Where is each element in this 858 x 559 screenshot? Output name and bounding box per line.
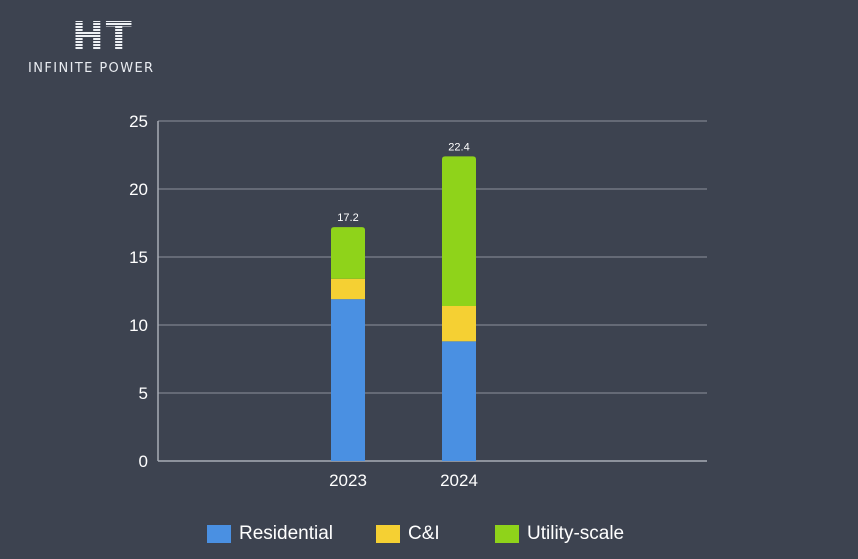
bar-segment-c-i [442,305,476,342]
bar-segment-utility-scale [442,156,476,306]
bar-segment-c-i [331,278,365,300]
brand-logo-mark: HT [72,14,134,58]
total-labels: 17.2 22.4 [337,141,469,224]
brand-logo: HT INFINITE POWER [0,0,205,80]
legend-label: Utility-scale [527,523,625,544]
bar-segment-utility-scale [331,227,365,279]
legend-swatch [376,525,400,543]
bar-segment-residential [442,341,476,461]
y-tick-label: 5 [139,384,148,403]
legend-item: Utility-scale [495,520,624,548]
y-tick-label: 0 [139,452,148,471]
total-value-label: 17.2 [337,212,358,224]
legend-label: Residential [239,523,333,544]
x-axis-ticks: 2023 2024 [329,471,478,490]
x-tick-label: 2024 [440,471,478,490]
chart-legend: Residential C&I Utility-scale [0,520,858,548]
legend-swatch [207,525,231,543]
brand-logo-text: INFINITE POWER [28,61,155,76]
bars [331,156,476,461]
legend-item: Residential [207,520,333,548]
y-tick-label: 10 [129,316,148,335]
y-axis-ticks: 0 5 10 15 20 25 [129,112,148,471]
y-tick-label: 25 [129,112,148,131]
gridlines [157,120,707,462]
bar-segment-residential [331,299,365,461]
stacked-bar-chart: 0 5 10 15 20 25 2023 2024 17.2 22.4 [129,112,707,490]
y-tick-label: 15 [129,248,148,267]
total-value-label: 22.4 [448,141,469,153]
y-tick-label: 20 [129,180,148,199]
legend-label: C&I [408,523,440,544]
legend-item: C&I [376,520,440,548]
x-tick-label: 2023 [329,471,367,490]
legend-swatch [495,525,519,543]
